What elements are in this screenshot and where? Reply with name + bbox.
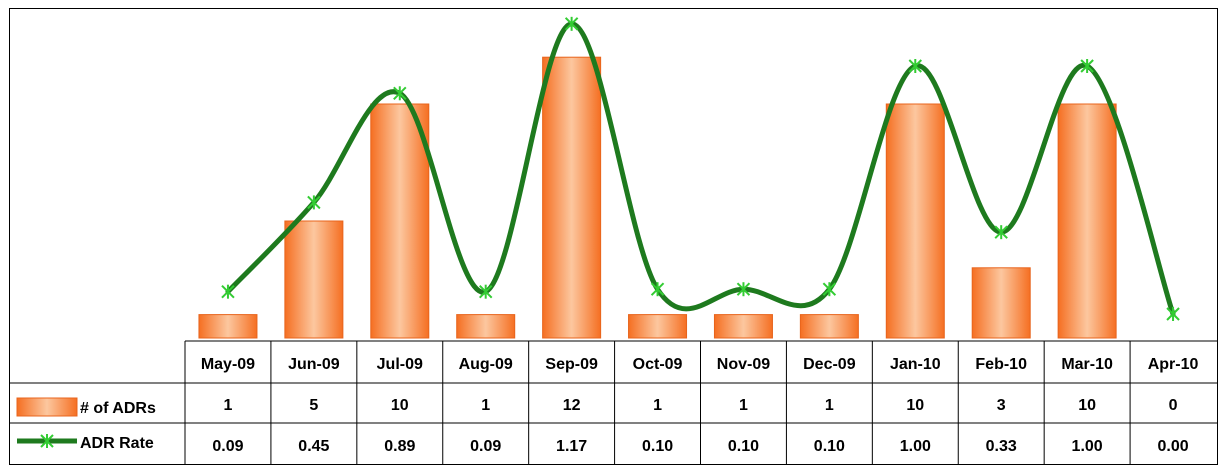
rate-value-Aug-09: 0.09 xyxy=(470,438,501,455)
bar-value-Feb-10: 3 xyxy=(997,397,1006,414)
bar-value-Jan-10: 10 xyxy=(906,397,924,414)
bar-value-Jun-09: 5 xyxy=(309,397,318,414)
bar-value-Oct-09: 1 xyxy=(653,397,662,414)
marker-Nov-09 xyxy=(736,282,751,297)
rate-value-Dec-09: 0.10 xyxy=(814,438,845,455)
bar-Jul-09 xyxy=(370,103,430,339)
bar-Oct-09 xyxy=(628,314,688,339)
legend-marker xyxy=(40,434,54,448)
plot-area xyxy=(198,16,1180,339)
bar-Aug-09 xyxy=(456,314,516,339)
marker-Sep-09 xyxy=(564,16,579,31)
bar-value-Aug-09: 1 xyxy=(481,397,490,414)
bar-May-09 xyxy=(198,314,258,339)
rate-value-Jan-10: 1.00 xyxy=(900,438,931,455)
bar-Nov-09 xyxy=(713,314,773,339)
marker-Dec-09 xyxy=(822,282,837,297)
marker-Jul-09 xyxy=(393,86,407,101)
rate-value-Mar-10: 1.00 xyxy=(1072,438,1103,455)
bar-Sep-09 xyxy=(542,56,602,339)
category-label-Jun-09: Jun-09 xyxy=(288,356,340,373)
bar-value-Dec-09: 1 xyxy=(825,397,834,414)
category-label-Dec-09: Dec-09 xyxy=(803,356,856,373)
rate-value-Apr-10: 0.00 xyxy=(1157,438,1188,455)
bar-value-Sep-09: 12 xyxy=(563,397,581,414)
bar-Feb-10 xyxy=(971,267,1031,339)
marker-Feb-10 xyxy=(994,225,1008,240)
category-label-Feb-10: Feb-10 xyxy=(975,356,1027,373)
data-table: May-09 Jun-09 Jul-09 Aug-09 Sep-09 Oct-09 Nov-… xyxy=(9,340,1217,464)
category-label-Jul-09: Jul-09 xyxy=(377,356,423,373)
bar-Mar-10 xyxy=(1057,103,1117,339)
legend-bar-key xyxy=(16,397,78,417)
category-label-Oct-09: Oct-09 xyxy=(633,356,683,373)
category-label-Mar-10: Mar-10 xyxy=(1061,356,1113,373)
category-label-Apr-10: Apr-10 xyxy=(1148,356,1199,373)
marker-Apr-10 xyxy=(1166,307,1180,321)
category-label-Sep-09: Sep-09 xyxy=(545,356,598,373)
marker-Oct-09 xyxy=(650,282,665,297)
rate-value-Sep-09: 1.17 xyxy=(556,438,587,455)
marker-Mar-10 xyxy=(1080,59,1094,73)
legend-label-adrs: # of ADRs xyxy=(80,400,156,417)
bar-value-Nov-09: 1 xyxy=(739,397,748,414)
rate-value-Oct-09: 0.10 xyxy=(642,438,673,455)
marker-May-09 xyxy=(221,284,235,299)
rate-value-Jul-09: 0.89 xyxy=(384,438,415,455)
chart-border xyxy=(9,8,1218,465)
marker-Aug-09 xyxy=(479,284,493,299)
rate-value-May-09: 0.09 xyxy=(212,438,243,455)
rate-value-Nov-09: 0.10 xyxy=(728,438,759,455)
bar-value-May-09: 1 xyxy=(224,397,233,414)
bar-value-Apr-10: 0 xyxy=(1169,397,1178,414)
category-label-Aug-09: Aug-09 xyxy=(459,356,513,373)
category-label-May-09: May-09 xyxy=(201,356,255,373)
bar-Jan-10 xyxy=(885,103,945,339)
bar-value-Jul-09: 10 xyxy=(391,397,409,414)
category-label-Nov-09: Nov-09 xyxy=(717,356,770,373)
rate-value-Feb-10: 0.33 xyxy=(986,438,1017,455)
rate-value-Jun-09: 0.45 xyxy=(298,438,329,455)
bar-Jun-09 xyxy=(284,220,344,339)
category-label-Jan-10: Jan-10 xyxy=(890,356,941,373)
bar-Dec-09 xyxy=(799,314,859,339)
marker-Jun-09 xyxy=(307,195,321,210)
bar-value-Mar-10: 10 xyxy=(1078,397,1096,414)
legend-label-rate: ADR Rate xyxy=(80,435,154,452)
marker-Jan-10 xyxy=(908,59,922,73)
